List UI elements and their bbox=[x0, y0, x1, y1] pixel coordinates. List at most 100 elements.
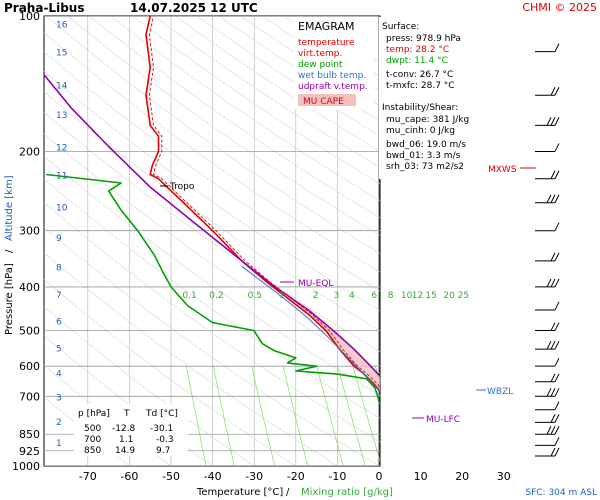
temperature-tick-label: 30 bbox=[497, 470, 511, 483]
mixing-ratio-tick-label: 4 bbox=[349, 291, 355, 301]
table-cell: 700 bbox=[84, 435, 101, 445]
altitude-tick-label: 3 bbox=[56, 393, 62, 403]
mixing-ratio-tick-label: 8 bbox=[388, 291, 394, 301]
wind-barb-flag bbox=[554, 143, 560, 152]
wind-barb-flag bbox=[554, 340, 560, 350]
wind-barb-flag bbox=[550, 278, 556, 288]
wind-barb-flag bbox=[550, 340, 556, 350]
mixing-ratio-line bbox=[251, 366, 275, 466]
table-cell: 500 bbox=[84, 424, 101, 434]
bwd01-value: bwd_01: 3.3 m/s bbox=[386, 151, 461, 161]
wind-barb-flag bbox=[550, 414, 556, 423]
dry-adiabat bbox=[44, 112, 380, 353]
surface-heading: Surface: bbox=[382, 22, 419, 32]
wind-barb bbox=[535, 87, 560, 96]
sounding-datetime: 14.07.2025 12 UTC bbox=[130, 1, 258, 15]
mixing-ratio-tick-label: 0.2 bbox=[209, 291, 223, 301]
info-panel bbox=[379, 17, 477, 179]
legend-temperature: temperature bbox=[298, 38, 355, 48]
altitude-tick-label: 11 bbox=[56, 171, 67, 181]
wind-barb-flag bbox=[554, 401, 560, 411]
altitude-tick-label: 13 bbox=[56, 111, 67, 121]
legend-box bbox=[294, 17, 374, 109]
dry-adiabat bbox=[44, 155, 380, 396]
wind-barb-flag bbox=[554, 322, 560, 331]
wind-barb bbox=[535, 301, 560, 311]
surface-dwpt: dwpt: 11.4 °C bbox=[386, 56, 448, 66]
x-axis-separator: / bbox=[286, 487, 290, 498]
y-axis-title-altitude: Altitude [km] bbox=[4, 175, 15, 241]
mixing-ratio-tick-label: 3 bbox=[334, 291, 340, 301]
station-name: Praha-Libus bbox=[4, 1, 84, 15]
levels-table-bg bbox=[74, 404, 188, 456]
wbzl-label: WBZL bbox=[487, 387, 513, 397]
legend-virt-temp: virt.temp. bbox=[298, 49, 342, 59]
table-header-p: p [hPa] bbox=[78, 409, 110, 419]
wind-barb-flag bbox=[554, 426, 560, 435]
temperature-tick-label: -10 bbox=[328, 470, 346, 483]
dew-point-line bbox=[46, 173, 380, 405]
wind-barb bbox=[535, 322, 560, 332]
mixing-ratio-line bbox=[186, 366, 207, 466]
mixing-ratio-line bbox=[392, 366, 423, 466]
table-cell: 9.7 bbox=[156, 446, 170, 456]
mixing-ratio-tick-label: 6 bbox=[371, 291, 377, 301]
wind-barb-flag bbox=[546, 278, 552, 288]
table-cell: 850 bbox=[84, 446, 101, 456]
mu-eql-label: MU-EQL bbox=[298, 279, 333, 289]
tropopause-label: Tropo bbox=[169, 182, 195, 192]
wind-barb bbox=[535, 437, 560, 446]
pressure-tick-label: 500 bbox=[19, 325, 40, 338]
legend-updraft-vtemp: udpraft v.temp. bbox=[298, 82, 368, 92]
wind-barb-flag bbox=[550, 322, 556, 331]
dry-adiabat bbox=[67, 16, 380, 236]
wind-barb bbox=[535, 194, 560, 204]
altitude-tick-label: 14 bbox=[56, 82, 68, 92]
wind-barb bbox=[535, 43, 560, 53]
wind-barb-flag bbox=[550, 447, 556, 457]
altitude-tick-label: 2 bbox=[56, 418, 62, 428]
mixing-ratio-tick-label: 0.1 bbox=[182, 291, 196, 301]
x-axis-title-mixing: Mixing ratio [g/kg] bbox=[301, 487, 393, 498]
dry-adiabat bbox=[44, 70, 380, 312]
wind-barb-flag bbox=[554, 43, 560, 52]
mixing-ratio-line bbox=[212, 366, 235, 466]
temperature-tick-label: -30 bbox=[245, 470, 263, 483]
y-axis-title: Pressure [hPa] / Altitude [km] bbox=[4, 175, 15, 335]
pressure-tick-label: 300 bbox=[19, 225, 40, 238]
altitude-tick-label: 10 bbox=[56, 203, 68, 213]
srh03-value: srh_03: 73 m2/s2 bbox=[386, 162, 464, 172]
altitude-tick-label: 15 bbox=[56, 49, 67, 59]
surface-temp: temp: 28.2 °C bbox=[386, 45, 449, 55]
bwd06-value: bwd_06: 19.0 m/s bbox=[386, 140, 466, 150]
wind-barb bbox=[535, 170, 560, 180]
temperature-tick-label: -20 bbox=[287, 470, 305, 483]
table-cell: 1.1 bbox=[119, 435, 133, 445]
virtual-temperature-line bbox=[148, 16, 380, 388]
y-axis-separator: / bbox=[4, 249, 15, 253]
surface-press: press: 978.9 hPa bbox=[386, 34, 461, 44]
wind-barb-flag bbox=[554, 357, 560, 367]
mixing-ratio-tick-label: 20 bbox=[443, 291, 455, 301]
mixing-ratio-line bbox=[316, 366, 344, 466]
wind-barb-flag bbox=[554, 447, 560, 457]
dry-adiabat bbox=[44, 51, 380, 292]
legend-wet-bulb: wet bulb temp. bbox=[298, 71, 366, 81]
mixing-ratio-tick-label: 2 bbox=[313, 291, 319, 301]
wind-barb-flag bbox=[550, 373, 556, 383]
wind-barb-flag bbox=[554, 117, 560, 126]
y-axis-title-pressure: Pressure [hPa] bbox=[4, 263, 15, 335]
legend-dew-point: dew point bbox=[298, 60, 343, 70]
instability-heading: Instability/Shear: bbox=[382, 103, 458, 113]
wind-barb bbox=[535, 143, 560, 152]
temperature-tick-label: 0 bbox=[376, 470, 383, 483]
legend-cape-swatch bbox=[298, 94, 356, 106]
wind-barb-flag bbox=[554, 87, 560, 96]
mixing-ratio-tick-label: 1 bbox=[279, 291, 285, 301]
mixing-ratio-line bbox=[337, 366, 366, 466]
mu-cape-value: mu_cape: 381 J/kg bbox=[386, 115, 469, 125]
table-header-td: Td [°C] bbox=[145, 409, 178, 419]
altitude-tick-label: 5 bbox=[56, 344, 62, 354]
table-cell: -0.3 bbox=[156, 435, 174, 445]
